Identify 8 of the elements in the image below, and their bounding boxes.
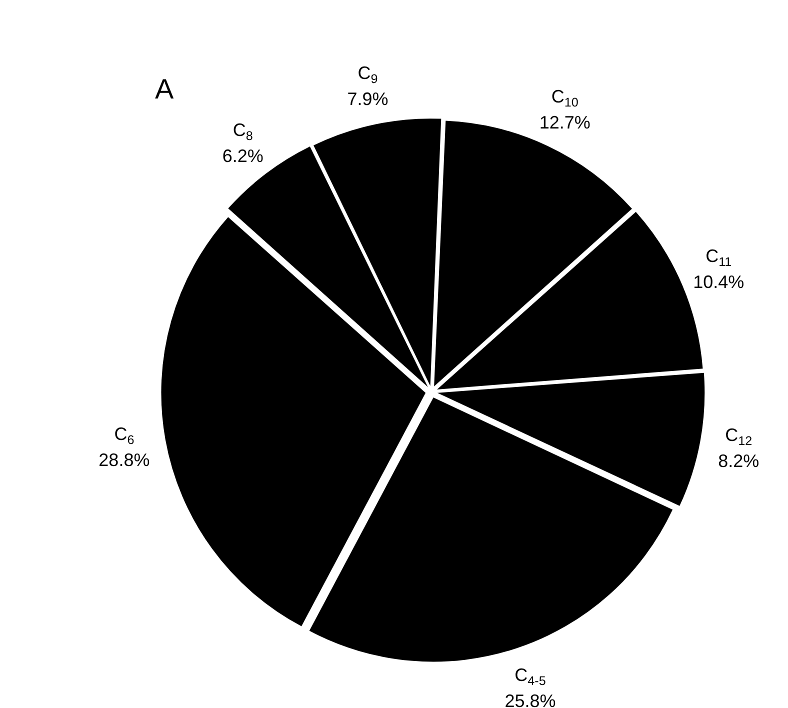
data-label: 28.8%	[98, 450, 150, 470]
data-label: 25.8%	[504, 690, 556, 708]
data-label: 12.7%	[539, 112, 590, 133]
data-label: 8.2%	[718, 450, 760, 471]
data-label: 7.9%	[347, 89, 388, 110]
chart-title: A	[155, 74, 174, 105]
data-label: 6.2%	[222, 146, 264, 166]
data-label: 10.4%	[693, 272, 744, 292]
